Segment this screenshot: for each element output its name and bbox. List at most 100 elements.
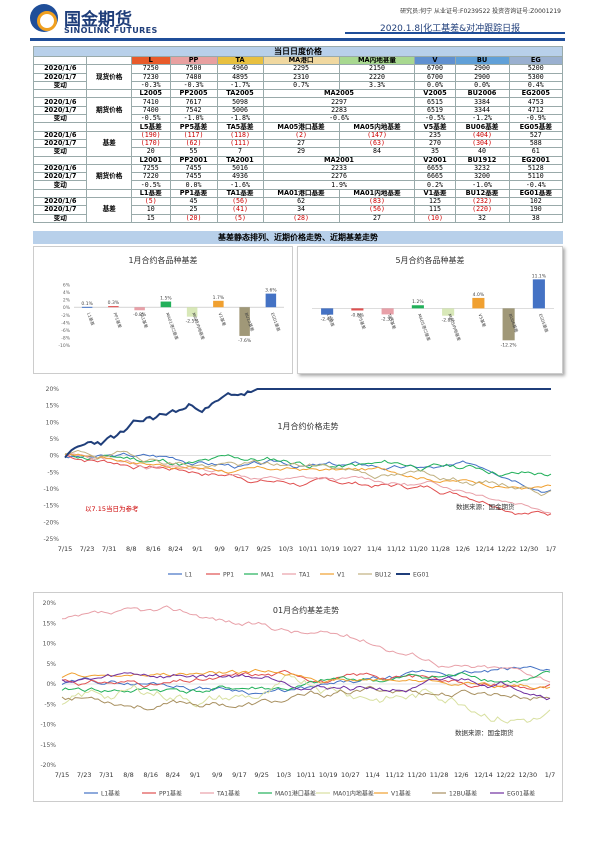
report-title-bar (345, 18, 565, 34)
table-cell: 15 (130, 213, 171, 223)
data-label: -7.6% (238, 338, 252, 344)
y-tick-label: 0% (46, 681, 56, 688)
chart-title: 1月合约价格走势 (277, 421, 338, 431)
table-cell: 38 (508, 213, 564, 223)
column-header: TA5基差 (216, 122, 264, 132)
table-cell: -0.3% (169, 80, 218, 91)
legend-label: L1基差 (101, 790, 120, 798)
column-header: L (130, 55, 171, 66)
column-header: V2001 (414, 155, 456, 165)
table-cell: 2297 (262, 97, 416, 107)
table-title: 当日日度价格 (33, 46, 563, 57)
table-cell: 6515 (414, 97, 456, 107)
table-cell: 7220 (130, 172, 171, 182)
row-group-label: 基差 (86, 130, 132, 157)
table-cell: 3384 (454, 97, 510, 107)
table-cell: 7410 (130, 97, 171, 107)
series-line (61, 670, 551, 694)
bar (160, 301, 172, 308)
x-tick-label: 9/1 (192, 545, 202, 553)
table-cell: 61 (508, 147, 564, 157)
x-tick-label: 11/12 (387, 545, 406, 553)
x-tick-label: 12/14 (474, 771, 493, 779)
legend-label: 12BU基差 (449, 790, 477, 798)
series-line (61, 605, 551, 683)
table-cell: 1.9% (262, 180, 416, 190)
row-date: 变动 (32, 147, 88, 157)
data-label: 1.5% (160, 296, 172, 302)
x-tick-label: 7/23 (77, 771, 92, 779)
row-date: 2020/1/7 (32, 72, 88, 82)
table-row: 2020/1/6 现货价格 7250 7500 4960 2295 2150 6700 2900… (32, 64, 564, 91)
y-tick-label: -25% (43, 536, 59, 543)
legend-label: EG01基差 (507, 790, 535, 798)
x-tick-label: 9/17 (234, 545, 249, 553)
x-tick-label: 8/24 (166, 771, 181, 779)
row-date: 2020/1/6 (32, 163, 88, 174)
column-header: MA05内地基差 (338, 122, 416, 132)
header-divider (30, 38, 565, 41)
series-line (64, 388, 551, 459)
table-cell: (5) (216, 213, 264, 223)
x-tick-label: 1/7 (546, 545, 556, 553)
table-cell: 2283 (262, 105, 416, 116)
table-cell: (56) (338, 205, 416, 215)
table-cell: (28) (262, 213, 340, 223)
table-cell: 3232 (454, 163, 510, 174)
table-cell: 4960 (216, 64, 264, 74)
table-cell: 2310 (262, 72, 340, 82)
table-cell: (20) (169, 213, 218, 223)
x-tick-label: 9/25 (257, 545, 272, 553)
legend-label: EG01 (413, 572, 429, 579)
table-row: L5基差 PP5基差 TA5基差 MA05港口基差 MA05内地基差 V5基差 BU06基差… (32, 122, 564, 132)
table-cell: 4712 (508, 105, 564, 116)
table-cell: 35 (414, 147, 456, 157)
column-header: L2001 (130, 155, 171, 165)
table-cell: (63) (338, 138, 416, 149)
table-cell: -1.0% (169, 114, 218, 124)
y-tick-label: -2% (61, 313, 70, 319)
chart-panel-3: 20% 15% 10% 5% 0% -5% -10% -15% -20% -25% 7/15 7/23… (33, 381, 563, 586)
table-cell: 25 (169, 205, 218, 215)
category-label: EG05基差 (538, 313, 550, 333)
bar (442, 308, 455, 316)
table-cell: 2900 (454, 64, 510, 74)
x-tick-label: 10/11 (297, 771, 316, 779)
column-header: EG (508, 55, 564, 66)
report-title: 2020.1.8|化工基差&对冲跟踪日报 (380, 24, 521, 34)
row-date: 2020/1/6 (32, 97, 88, 107)
y-tick-label: -4% (61, 320, 70, 326)
column-header: EG05基差 (508, 122, 564, 132)
line-chart-jan-basis: 20% 15% 10% 5% 0% -5% -10% -15% -20% 7/15 7/23 7/31… (40, 600, 555, 798)
table-cell: 10 (130, 205, 171, 215)
table-cell: -0.5% (414, 114, 456, 124)
category-label: V5基差 (477, 313, 487, 328)
x-tick-label: 11/28 (430, 771, 449, 779)
x-tick-label: 10/27 (341, 771, 360, 779)
table-cell: -0.5% (130, 180, 171, 190)
data-label: 0.3% (108, 300, 120, 306)
table-cell (86, 55, 132, 66)
x-tick-label: 9/9 (212, 771, 222, 779)
table-cell: 0.0% (414, 80, 456, 91)
table-cell: -0.9% (508, 114, 564, 124)
column-header: PP1基差 (169, 188, 218, 199)
table-row: 变动 15 (20) (5) (28) 27 (10) 32 38 (32, 213, 564, 223)
column-header: PP2005 (169, 89, 218, 99)
table-cell: 527 (508, 130, 564, 140)
table-cell: -1.2% (454, 114, 510, 124)
x-tick-label: 9/25 (254, 771, 269, 779)
column-header: MA01内地基差 (338, 188, 416, 199)
table-row: 2020/1/7 7220 7455 4936 2276 6665 3200 5110 (32, 172, 564, 182)
table-cell: 32 (454, 213, 510, 223)
x-tick-label: 7/23 (80, 545, 95, 553)
table-cell: (56) (216, 197, 264, 207)
x-tick-label: 10/19 (319, 771, 338, 779)
category-label: EG01基差 (270, 312, 282, 332)
table-cell: -0.5% (130, 114, 171, 124)
y-tick-label: 20% (43, 600, 57, 607)
table-row: L2005 PP2005 TA2005 MA2005 V2005 BU2006 EG2005 (32, 89, 564, 99)
table-cell: 7455 (169, 163, 218, 174)
column-header: EG2001 (508, 155, 564, 165)
table-cell: 3.3% (338, 80, 416, 91)
